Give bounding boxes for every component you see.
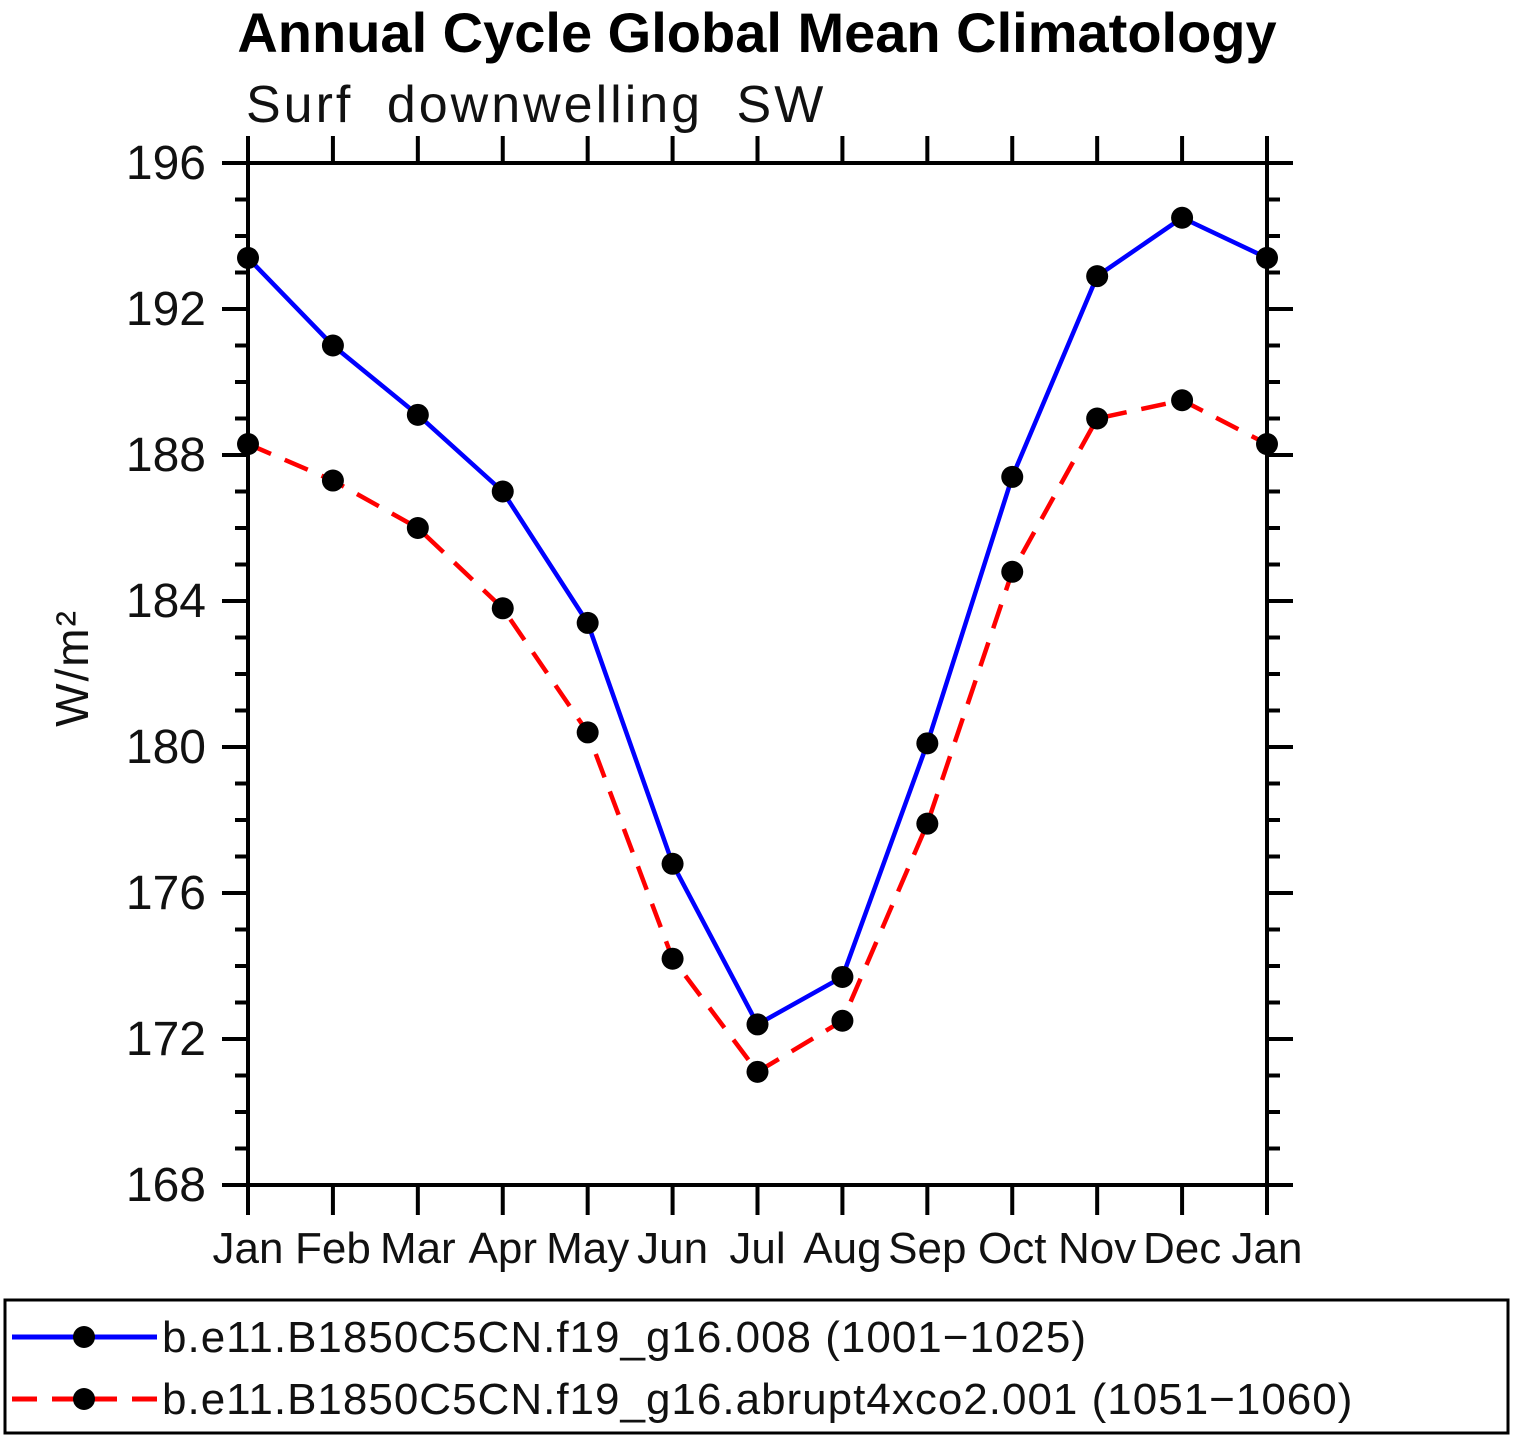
data-point-marker	[1001, 465, 1024, 488]
data-point-marker	[576, 611, 599, 634]
data-point-marker	[1256, 433, 1278, 456]
y-tick-label: 168	[126, 1159, 206, 1212]
series-line-0	[246, 215, 1268, 1027]
x-tick-label: Dec	[1143, 1224, 1221, 1273]
data-point-marker	[491, 480, 514, 503]
y-tick-label: 176	[126, 867, 206, 920]
data-point-marker	[831, 965, 854, 988]
data-point-marker	[661, 947, 684, 970]
data-point-marker	[1256, 246, 1278, 269]
x-tick-label: Oct	[978, 1224, 1046, 1273]
legend-marker-icon	[73, 1326, 95, 1348]
legend-item: b.e11.B1850C5CN.f19_g16.abrupt4xco2.001 …	[12, 1375, 1353, 1424]
data-point-marker	[746, 1060, 769, 1083]
data-point-marker	[1171, 389, 1194, 412]
y-tick-label: 180	[126, 721, 206, 774]
data-point-marker	[576, 721, 599, 744]
data-point-marker	[1171, 206, 1194, 229]
legend: b.e11.B1850C5CN.f19_g16.008 (1001−1025) …	[3, 1298, 1510, 1435]
data-point-marker	[1086, 407, 1109, 430]
y-tick-label: 184	[126, 575, 206, 628]
data-point-marker	[831, 1009, 854, 1032]
data-point-marker	[746, 1013, 769, 1036]
chart-subtitle: Surf downwelling SW	[246, 76, 826, 134]
y-tick-label: 192	[126, 283, 206, 336]
data-point-marker	[1001, 560, 1024, 583]
series-line-1	[247, 398, 1269, 1075]
data-point-marker	[1086, 265, 1109, 288]
y-axis-label: W/m²	[46, 609, 98, 727]
x-tick-label: Nov	[1058, 1224, 1136, 1273]
data-point-marker	[237, 246, 259, 269]
x-tick-label: Jan	[213, 1224, 284, 1273]
legend-item: b.e11.B1850C5CN.f19_g16.008 (1001−1025)	[12, 1313, 1087, 1362]
x-tick-label: Jul	[729, 1224, 785, 1273]
data-point-marker	[661, 852, 684, 875]
x-tick-label: Sep	[888, 1224, 966, 1273]
y-tick-label: 172	[126, 1013, 206, 1066]
x-tick-label: Jan	[1232, 1224, 1303, 1273]
legend-label: b.e11.B1850C5CN.f19_g16.abrupt4xco2.001 …	[162, 1375, 1353, 1424]
y-tick-label: 196	[126, 137, 206, 190]
x-tick-label: Aug	[803, 1224, 881, 1273]
data-point-marker	[406, 403, 429, 426]
data-point-marker	[237, 433, 259, 456]
x-tick-label: May	[546, 1224, 629, 1273]
legend-label: b.e11.B1850C5CN.f19_g16.008 (1001−1025)	[162, 1313, 1087, 1362]
x-tick-label: Mar	[380, 1224, 456, 1273]
data-point-marker	[916, 812, 939, 835]
y-tick-label: 188	[126, 429, 206, 482]
data-point-marker	[321, 469, 344, 492]
x-tick-label: Jun	[637, 1224, 708, 1273]
data-point-marker	[916, 732, 939, 755]
legend-box	[3, 1298, 1510, 1435]
x-tick-label: Apr	[469, 1224, 537, 1273]
legend-marker-icon	[73, 1388, 95, 1410]
data-point-marker	[321, 334, 344, 357]
chart-title: Annual Cycle Global Mean Climatology	[237, 1, 1276, 64]
x-tick-label: Feb	[295, 1224, 371, 1273]
data-point-marker	[406, 517, 429, 539]
data-point-marker	[491, 597, 514, 620]
